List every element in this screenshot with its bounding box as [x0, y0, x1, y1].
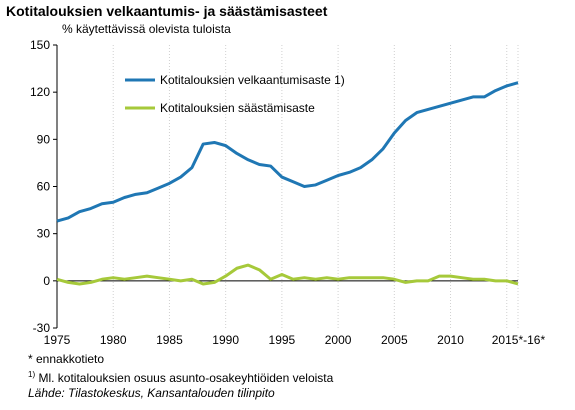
- series-line-1: [56, 263, 519, 286]
- y-tick-label: 0: [43, 274, 50, 288]
- grid-layer: [56, 45, 519, 328]
- y-tick-label: 30: [37, 227, 51, 241]
- footnote-marker: 1): [28, 370, 36, 379]
- y-tick-label: 90: [37, 132, 51, 146]
- legend-label-saving: Kotitalouksien säästämisaste: [160, 101, 315, 115]
- x-tick-label: 1990: [212, 333, 239, 347]
- series-layer: [56, 81, 519, 286]
- x-tick-labels: 1975 1980 1985 1990 1995 2000 2005 2010 2015*-16…: [44, 333, 546, 347]
- footnote: 1) Ml. kotitalouksien osuus asunto-osake…: [28, 367, 333, 386]
- x-tick-label: 1995: [269, 333, 296, 347]
- series-line-0: [56, 81, 519, 223]
- x-tick-label: 1985: [156, 333, 183, 347]
- y-tick-label: 60: [37, 180, 51, 194]
- x-tick-label: 2010: [437, 333, 464, 347]
- x-tick-label: 2015*-16*: [492, 333, 546, 347]
- y-tick-label: 150: [30, 38, 50, 52]
- y-tick-label: 120: [30, 85, 50, 99]
- x-tick-label: 2000: [325, 333, 352, 347]
- source-note: Lähde: Tilastokeskus, Kansantalouden til…: [28, 386, 275, 400]
- y-tick-labels: -30 0 30 60 90 120 150: [30, 38, 57, 335]
- x-tick-label: 2005: [381, 333, 408, 347]
- x-tick-label: 1980: [100, 333, 127, 347]
- x-tick-label: 1975: [44, 333, 71, 347]
- y-axis-label: % käytettävissä olevista tuloista: [62, 22, 231, 36]
- estimate-note: * ennakkotieto: [28, 352, 105, 366]
- legend-label-debt: Kotitalouksien velkaantumisaste 1): [160, 73, 345, 87]
- y-tick-label: -30: [33, 321, 51, 335]
- chart-notes: * ennakkotieto 1) Ml. kotitalouksien osu…: [28, 352, 333, 401]
- legend: Kotitalouksien velkaantumisaste 1) Kotit…: [125, 73, 345, 115]
- chart-title: Kotitalouksien velkaantumis- ja säästämi…: [6, 3, 328, 19]
- footnote-text: Ml. kotitalouksien osuus asunto-osakeyht…: [35, 371, 334, 385]
